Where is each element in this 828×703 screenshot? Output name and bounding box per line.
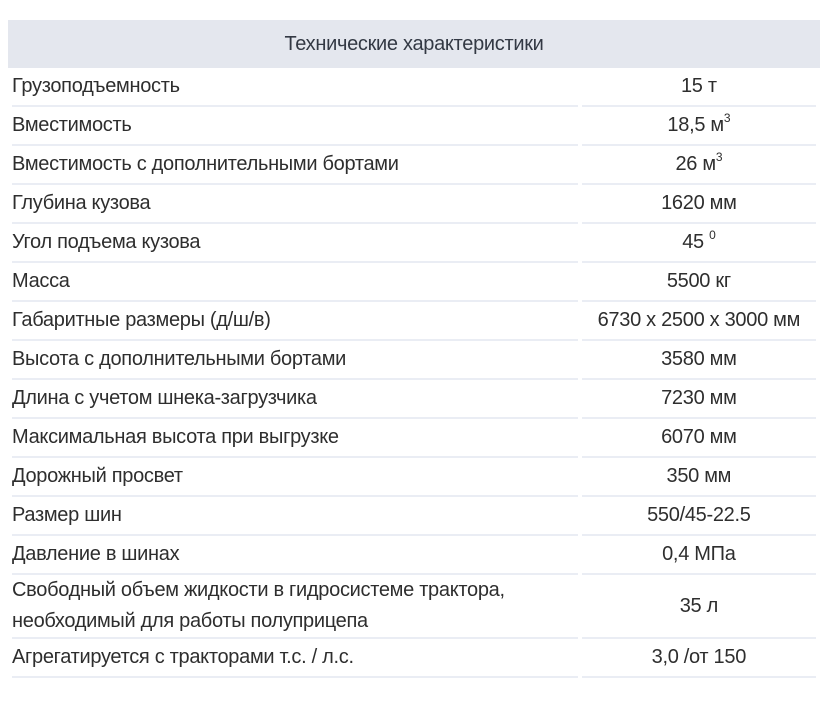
table-row: Вместимость 18,5 м3	[12, 107, 816, 146]
spec-label: Габаритные размеры (д/ш/в)	[12, 302, 578, 341]
table-row: Дорожный просвет 350 мм	[12, 458, 816, 497]
table-row: Размер шин 550/45-22.5	[12, 497, 816, 536]
spec-value: 350 мм	[581, 458, 816, 497]
table-row: Габаритные размеры (д/ш/в) 6730 х 2500 х…	[12, 302, 816, 341]
spec-value: 15 т	[581, 68, 816, 107]
table-row: Агрегатируется с тракторами т.с. / л.с. …	[12, 639, 816, 678]
spec-value: 45 0	[581, 224, 816, 263]
spec-value: 0,4 МПа	[581, 536, 816, 575]
spec-label: Дорожный просвет	[12, 458, 578, 497]
spec-value-text: 350 мм	[666, 465, 732, 487]
spec-value: 6730 х 2500 х 3000 мм	[581, 302, 816, 341]
spec-value: 1620 мм	[581, 185, 816, 224]
spec-label: Давление в шинах	[12, 536, 578, 575]
spec-value-sup: 0	[709, 228, 716, 243]
spec-label: Высота с дополнительными бортами	[12, 341, 578, 380]
spec-table-body: Грузоподъемность 15 т Вместимость 18,5 м…	[12, 68, 816, 678]
spec-label: Агрегатируется с тракторами т.с. / л.с.	[12, 639, 578, 678]
spec-label: Вместимость с дополнительными бортами	[12, 146, 578, 185]
spec-label: Масса	[12, 263, 578, 302]
spec-sheet: Технические характеристики Грузоподъемно…	[8, 20, 820, 678]
spec-label: Длина с учетом шнека-загрузчика	[12, 380, 578, 419]
spec-value-text: 1620 мм	[661, 192, 737, 214]
spec-value-text: 45	[682, 231, 710, 253]
table-row: Глубина кузова 1620 мм	[12, 185, 816, 224]
table-row: Грузоподъемность 15 т	[12, 68, 816, 107]
spec-label: Вместимость	[12, 107, 578, 146]
spec-value-text: 35 л	[679, 594, 719, 617]
spec-table-header: Технические характеристики	[8, 20, 820, 68]
spec-value: 6070 мм	[581, 419, 816, 458]
table-row: Давление в шинах 0,4 МПа	[12, 536, 816, 575]
spec-value-text: 7230 мм	[661, 387, 737, 409]
table-row: Вместимость с дополнительными бортами 26…	[12, 146, 816, 185]
spec-value-text: 6070 мм	[661, 426, 737, 448]
spec-value: 7230 мм	[581, 380, 816, 419]
spec-value: 3580 мм	[581, 341, 816, 380]
spec-label: Максимальная высота при выгрузке	[12, 419, 578, 458]
table-row: Угол подъема кузова 45 0	[12, 224, 816, 263]
table-row: Масса 5500 кг	[12, 263, 816, 302]
table-row: Высота с дополнительными бортами 3580 мм	[12, 341, 816, 380]
spec-value-text: 18,5 м	[667, 114, 724, 136]
spec-value-sup: 3	[723, 111, 731, 126]
spec-label: Глубина кузова	[12, 185, 578, 224]
spec-value: 5500 кг	[581, 263, 816, 302]
spec-value-text: 5500 кг	[666, 270, 731, 292]
spec-value: 26 м3	[581, 146, 816, 185]
spec-label: Размер шин	[12, 497, 578, 536]
spec-value-text: 6730 х 2500 х 3000 мм	[597, 309, 801, 331]
spec-value-text: 0,4 МПа	[662, 543, 736, 565]
spec-value: 35 л	[581, 575, 816, 639]
table-row: Свободный объем жидкости в гидросистеме …	[12, 575, 816, 639]
spec-table-title: Технические характеристики	[284, 32, 544, 55]
spec-value: 550/45-22.5	[581, 497, 816, 536]
spec-label: Угол подъема кузова	[12, 224, 578, 263]
spec-value-text: 15 т	[680, 75, 717, 97]
spec-value-text: 3580 мм	[661, 348, 737, 370]
spec-value: 18,5 м3	[581, 107, 816, 146]
spec-value-text: 3,0 /от 150	[651, 646, 747, 668]
spec-value: 3,0 /от 150	[581, 639, 816, 678]
spec-value-sup: 3	[715, 150, 723, 165]
spec-value-text: 550/45-22.5	[647, 504, 751, 526]
table-row: Длина с учетом шнека-загрузчика 7230 мм	[12, 380, 816, 419]
spec-table: Грузоподъемность 15 т Вместимость 18,5 м…	[8, 68, 820, 678]
spec-value-text: 26 м	[675, 153, 716, 175]
spec-label: Грузоподъемность	[12, 68, 578, 107]
table-row: Максимальная высота при выгрузке 6070 мм	[12, 419, 816, 458]
spec-label: Свободный объем жидкости в гидросистеме …	[12, 575, 578, 639]
